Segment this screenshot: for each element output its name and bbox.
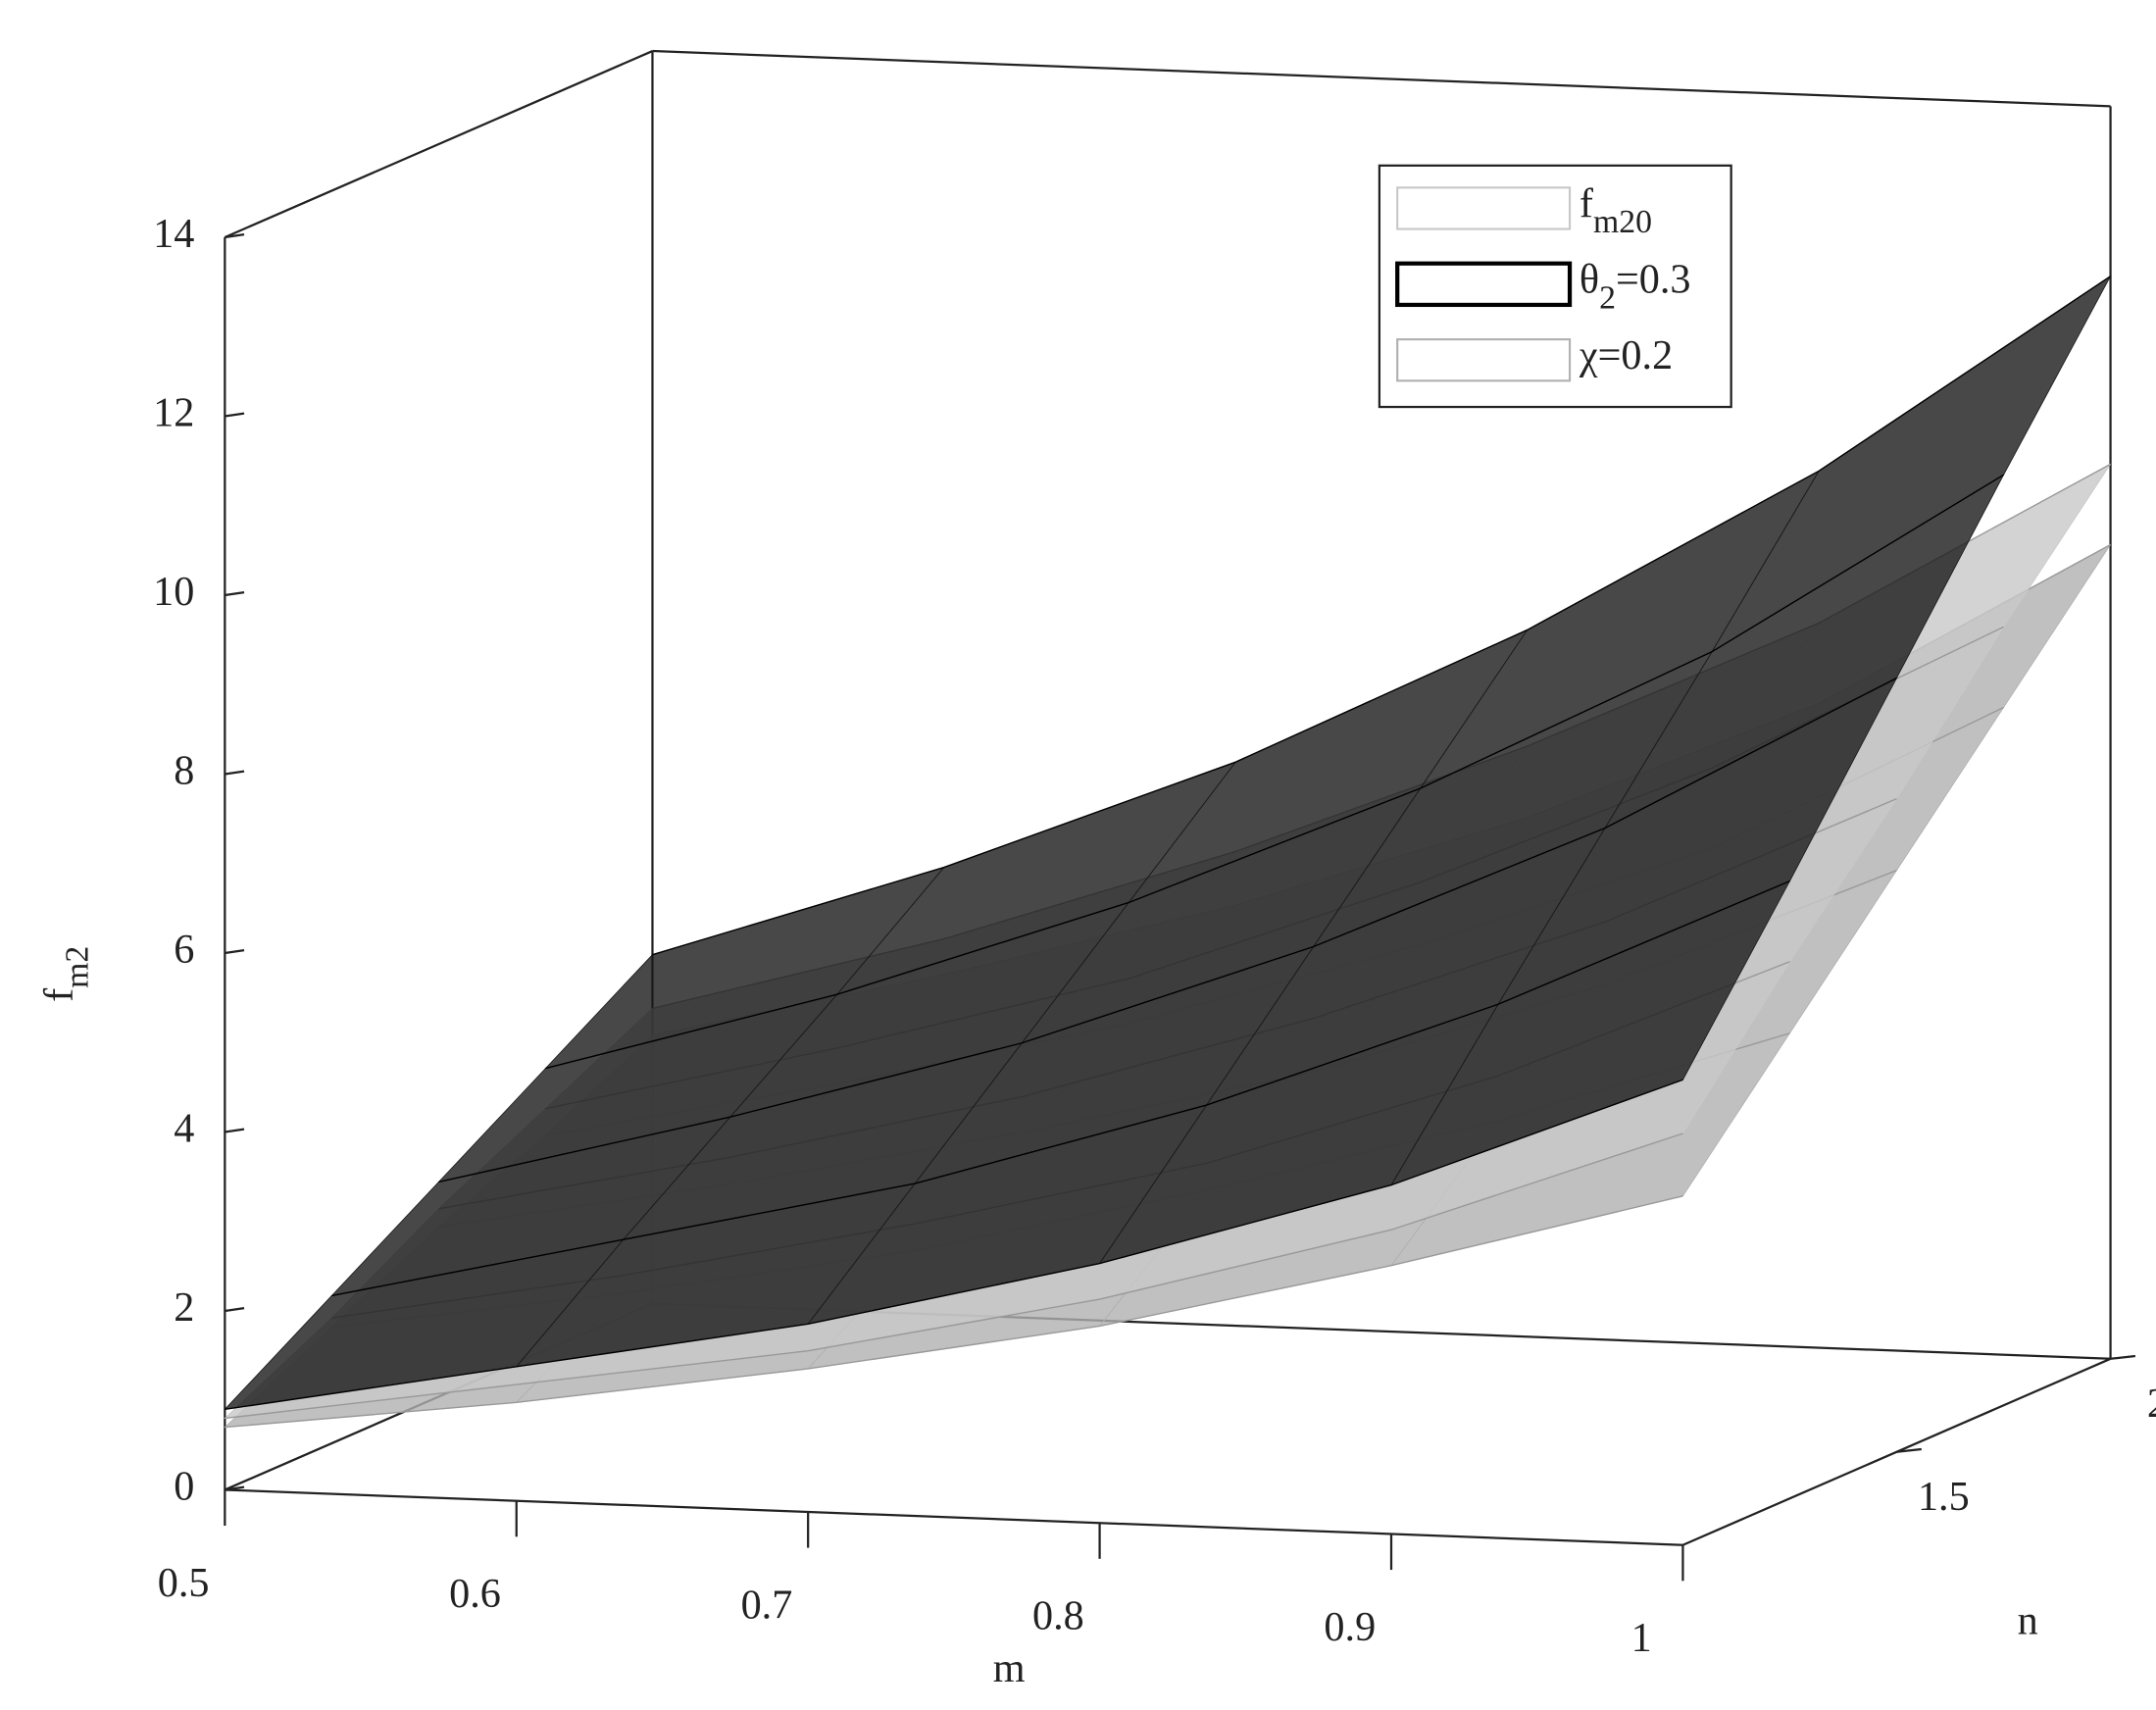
y-tick [1896,1447,1922,1453]
legend-label: θ2=0.3 [1579,256,1691,317]
surface-line [225,1132,1683,1420]
legend-swatch [1395,261,1573,308]
z-tick [225,412,245,418]
x-tick-label: 0.7 [741,1582,793,1628]
x-axis-label: m [993,1645,1026,1691]
z-tick [225,591,245,597]
z-tick [225,1485,245,1491]
legend-swatch [1396,186,1572,230]
box-edge [224,50,653,239]
surface [224,276,2111,1411]
surface-line [225,1195,1683,1429]
x-tick-label: 0.6 [449,1571,501,1617]
legend-swatch [1396,338,1572,382]
legend-label: fm20 [1579,180,1652,241]
z-tick-label: 4 [174,1105,194,1151]
y-tick-label: 1.5 [1918,1474,1970,1520]
y-tick-label: 2 [2147,1381,2156,1427]
legend-label: χ=0.2 [1579,331,1673,377]
y-axis-label: n [2018,1597,2038,1643]
x-tick-label: 0.9 [1324,1604,1376,1650]
surface-line [225,1079,1683,1411]
z-tick-label: 8 [174,747,194,793]
surfaces [224,276,2111,1429]
surface-line [652,276,2111,956]
z-tick-label: 0 [174,1463,194,1509]
legend: fm20 θ2=0.3 χ=0.2 [1378,164,1732,409]
z-tick [225,949,245,955]
z-tick [225,1128,245,1133]
y-tick [2110,1354,2136,1360]
axes: 0 2 4 6 8 10 12 14 0.5 0.6 0.7 0.8 0.9 1 1.5 2 m n fm2 [35,211,2156,1691]
x-tick-label: 0.5 [158,1560,210,1606]
z-tick [225,1307,245,1313]
x-tick-label: 1 [1631,1615,1652,1661]
box-edge [652,49,2111,108]
surface-line [545,474,2004,1070]
z-tick [225,233,245,239]
z-tick-label: 2 [174,1284,194,1331]
surface-line [438,677,1897,1183]
z-tick-label: 10 [153,569,194,615]
z-tick-label: 12 [153,389,194,435]
surface-line [331,880,1790,1297]
z-tick-label: 6 [174,927,194,973]
x-tick-label: 0.8 [1032,1592,1084,1638]
box-edge [225,1488,1683,1546]
z-tick-label: 14 [153,211,194,257]
z-tick [225,770,245,776]
z-axis-label: fm2 [35,946,96,1002]
